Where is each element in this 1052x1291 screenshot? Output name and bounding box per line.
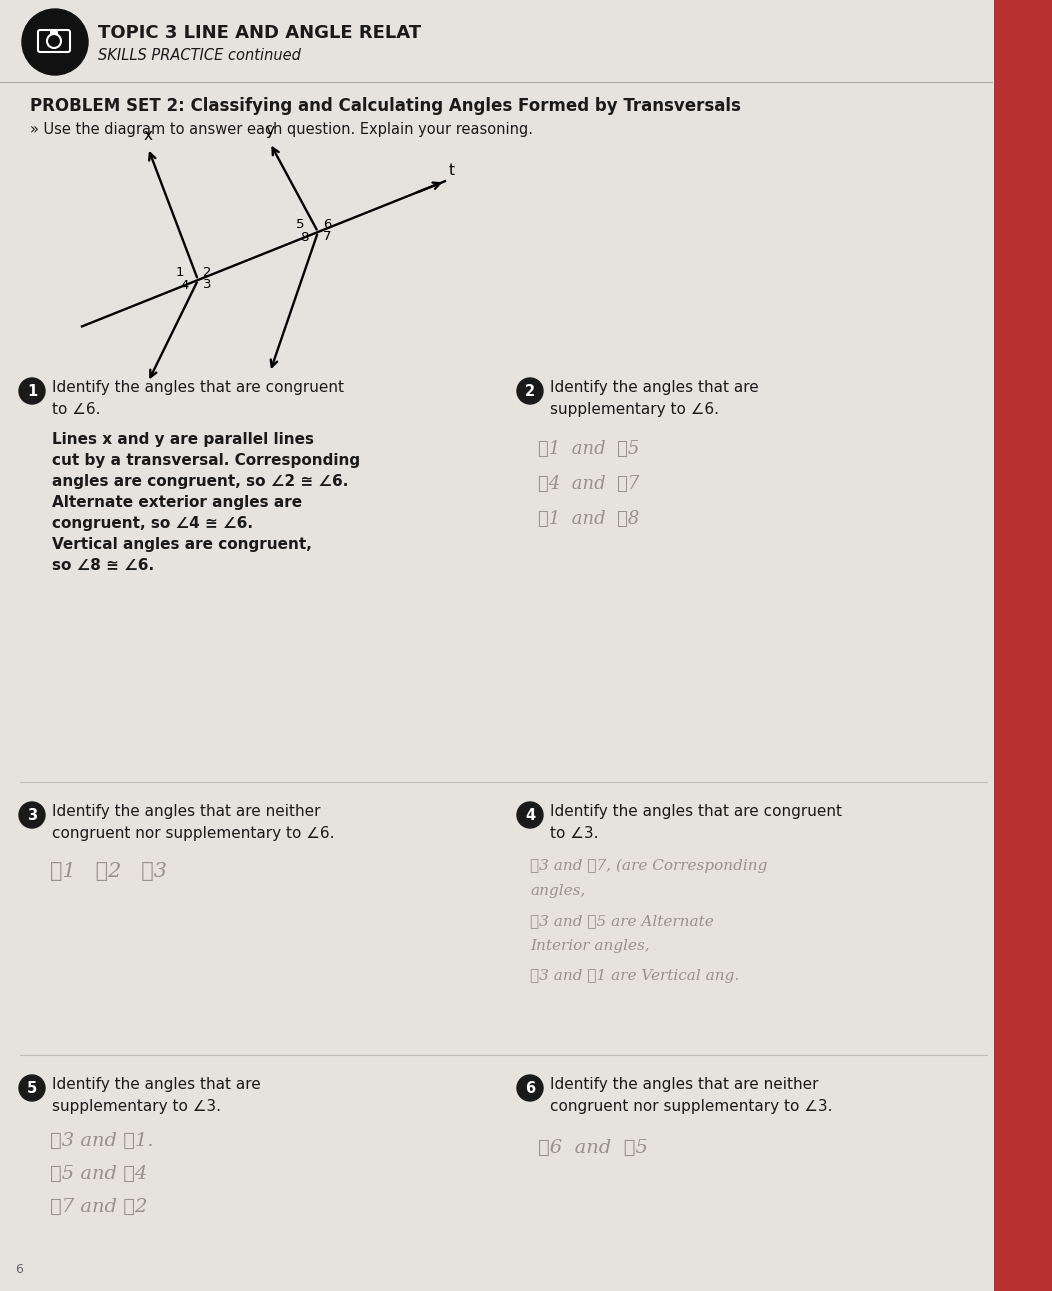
Bar: [50, 30, 58, 35]
Circle shape: [47, 34, 61, 48]
Text: Identify the angles that are neither: Identify the angles that are neither: [550, 1077, 818, 1092]
Text: TOPIC 3 LINE AND ANGLE RELAT: TOPIC 3 LINE AND ANGLE RELAT: [98, 25, 421, 43]
Text: 5: 5: [27, 1081, 37, 1096]
Text: t: t: [449, 163, 456, 178]
Text: 5: 5: [296, 218, 304, 231]
Text: x: x: [144, 128, 153, 143]
Text: ℓ5 and ℓ4: ℓ5 and ℓ4: [50, 1164, 147, 1183]
Text: Identify the angles that are neither: Identify the angles that are neither: [52, 804, 321, 818]
Circle shape: [517, 1075, 543, 1101]
Text: 4: 4: [525, 808, 535, 822]
Text: ℓ1   ℓ2   ℓ3: ℓ1 ℓ2 ℓ3: [50, 862, 167, 880]
Text: ℓ7 and ℓ2: ℓ7 and ℓ2: [50, 1198, 147, 1216]
Circle shape: [19, 378, 45, 404]
Text: congruent nor supplementary to ∠6.: congruent nor supplementary to ∠6.: [52, 826, 335, 840]
Circle shape: [22, 9, 88, 75]
Text: 4: 4: [180, 279, 188, 292]
Text: 7: 7: [323, 230, 331, 243]
Text: 6: 6: [525, 1081, 535, 1096]
Circle shape: [19, 802, 45, 828]
Text: ℓ1  and  ℓ5: ℓ1 and ℓ5: [538, 440, 640, 458]
Text: 2: 2: [203, 266, 211, 279]
Text: 8: 8: [300, 231, 308, 244]
Text: ℓ3 and ℓ1.: ℓ3 and ℓ1.: [50, 1132, 154, 1150]
Text: ℓ4  and  ℓ7: ℓ4 and ℓ7: [538, 475, 640, 493]
Text: ℓ1  and  ℓ8: ℓ1 and ℓ8: [538, 510, 640, 528]
Text: y: y: [265, 123, 274, 138]
Text: SKILLS PRACTICE continued: SKILLS PRACTICE continued: [98, 48, 301, 63]
Circle shape: [19, 1075, 45, 1101]
Text: ℓ3 and ℓ5 are Alternate: ℓ3 and ℓ5 are Alternate: [530, 914, 713, 928]
Text: to ∠6.: to ∠6.: [52, 402, 101, 417]
Text: PROBLEM SET 2: Classifying and Calculating Angles Formed by Transversals: PROBLEM SET 2: Classifying and Calculati…: [31, 97, 741, 115]
Text: angles,: angles,: [530, 884, 585, 899]
Text: Interior angles,: Interior angles,: [530, 939, 650, 953]
Text: 6: 6: [15, 1263, 23, 1276]
Text: supplementary to ∠3.: supplementary to ∠3.: [52, 1099, 221, 1114]
Text: Identify the angles that are: Identify the angles that are: [52, 1077, 261, 1092]
Text: ℓ6  and  ℓ5: ℓ6 and ℓ5: [538, 1139, 648, 1157]
Text: Identify the angles that are congruent: Identify the angles that are congruent: [52, 380, 344, 395]
Text: 3: 3: [27, 808, 37, 822]
Text: 1: 1: [176, 266, 184, 279]
Text: ℓ3 and ℓ7, (are Corresponding: ℓ3 and ℓ7, (are Corresponding: [530, 859, 767, 874]
Text: ℓ3 and ℓ1 are Vertical ang.: ℓ3 and ℓ1 are Vertical ang.: [530, 970, 740, 982]
Text: 1: 1: [27, 383, 37, 399]
Text: Identify the angles that are congruent: Identify the angles that are congruent: [550, 804, 842, 818]
Text: 2: 2: [525, 383, 535, 399]
Bar: [994, 0, 1052, 1291]
FancyBboxPatch shape: [38, 30, 70, 52]
Text: 3: 3: [203, 278, 211, 290]
Circle shape: [517, 378, 543, 404]
Text: Lines x and y are parallel lines
cut by a transversal. Corresponding
angles are : Lines x and y are parallel lines cut by …: [52, 432, 360, 573]
Text: » Use the diagram to answer each question. Explain your reasoning.: » Use the diagram to answer each questio…: [31, 123, 533, 137]
Text: to ∠3.: to ∠3.: [550, 826, 599, 840]
Text: congruent nor supplementary to ∠3.: congruent nor supplementary to ∠3.: [550, 1099, 832, 1114]
Text: Identify the angles that are: Identify the angles that are: [550, 380, 758, 395]
Text: supplementary to ∠6.: supplementary to ∠6.: [550, 402, 719, 417]
Circle shape: [517, 802, 543, 828]
Text: 6: 6: [323, 218, 331, 231]
